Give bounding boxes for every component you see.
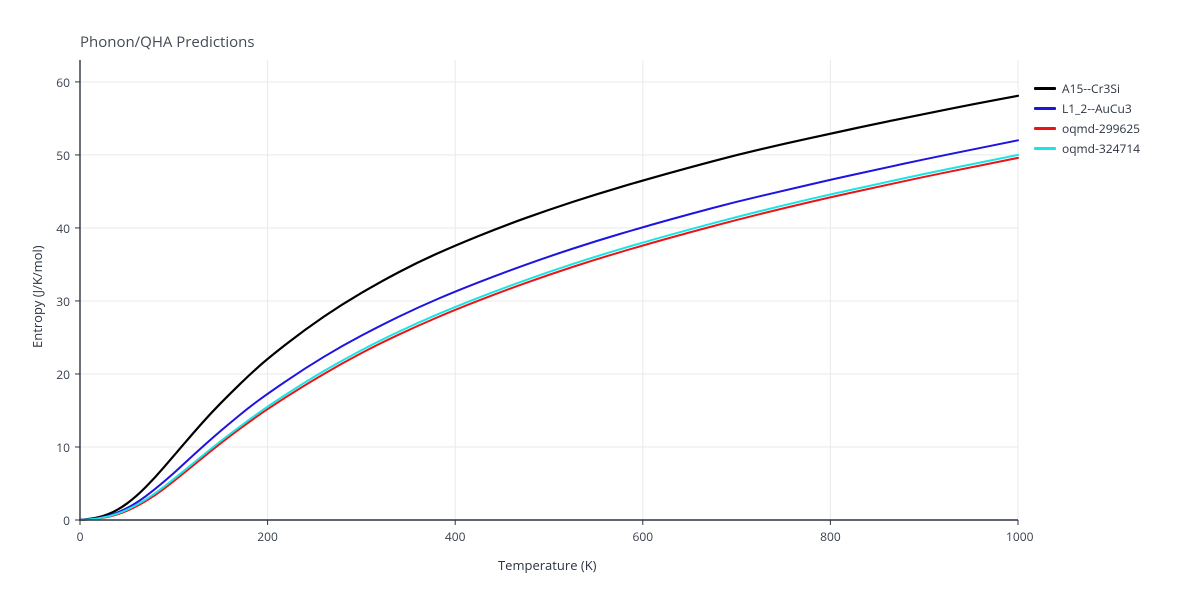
legend-label: oqmd-324714: [1062, 140, 1140, 157]
y-tick-label: 50: [56, 147, 70, 164]
legend-swatch: [1034, 87, 1056, 89]
legend[interactable]: A15--Cr3Si L1_2--AuCu3 oqmd-299625 oqmd-324…: [1034, 80, 1140, 160]
y-tick-label: 30: [56, 293, 70, 310]
x-tick-label: 1000: [1006, 528, 1030, 545]
y-tick-label: 40: [56, 220, 70, 237]
series-line[interactable]: [80, 96, 1018, 520]
legend-swatch: [1034, 147, 1056, 149]
legend-label: oqmd-299625: [1062, 120, 1140, 137]
legend-item[interactable]: oqmd-299625: [1034, 120, 1140, 137]
legend-item[interactable]: oqmd-324714: [1034, 140, 1140, 157]
x-axis-label: Temperature (K): [498, 556, 597, 574]
x-tick-label: 0: [68, 528, 92, 545]
y-axis-label: Entropy (J/K/mol): [28, 245, 46, 348]
x-tick-label: 600: [631, 528, 655, 545]
legend-swatch: [1034, 127, 1056, 129]
x-tick-label: 200: [256, 528, 280, 545]
chart-container: { "chart": { "type": "line", "title": "P…: [0, 0, 1200, 600]
y-tick-label: 60: [56, 74, 70, 91]
series-line[interactable]: [80, 140, 1018, 520]
legend-item[interactable]: A15--Cr3Si: [1034, 80, 1140, 97]
legend-swatch: [1034, 107, 1056, 109]
legend-item[interactable]: L1_2--AuCu3: [1034, 100, 1140, 117]
plot-area[interactable]: [0, 0, 1200, 600]
x-tick-label: 400: [443, 528, 467, 545]
y-tick-label: 10: [56, 439, 70, 456]
legend-label: L1_2--AuCu3: [1062, 100, 1132, 117]
y-tick-label: 0: [63, 512, 70, 529]
x-tick-label: 800: [818, 528, 842, 545]
legend-label: A15--Cr3Si: [1062, 80, 1120, 97]
series-line[interactable]: [80, 158, 1018, 520]
y-tick-label: 20: [56, 366, 70, 383]
